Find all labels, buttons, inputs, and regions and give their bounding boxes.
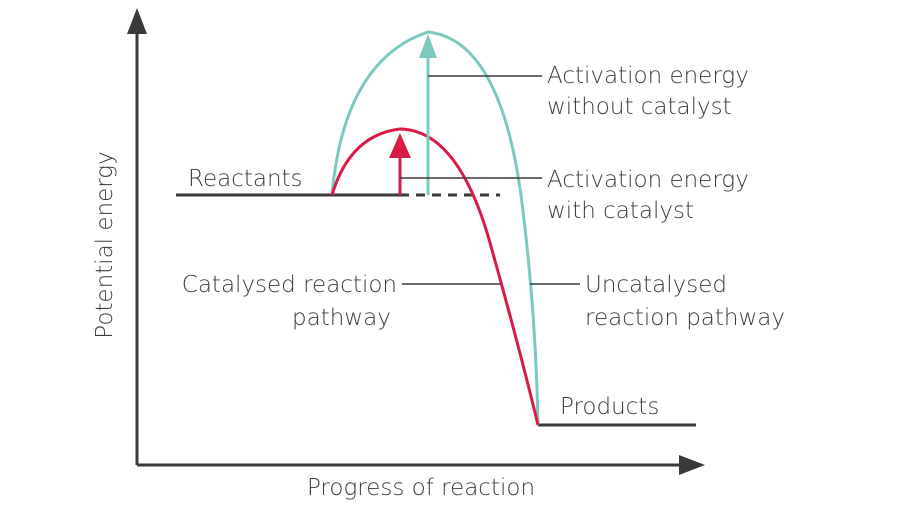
arrow-up-icon bbox=[389, 133, 411, 158]
ea-with-label-line1: Activation energy bbox=[547, 167, 749, 193]
arrow-up-icon bbox=[419, 34, 437, 58]
y-axis-label: Potential energy bbox=[92, 151, 118, 338]
catalysed-ea-arrow bbox=[389, 133, 411, 195]
ea-with-label-line2: with catalyst bbox=[547, 198, 694, 224]
uncatalysed-ea-arrow bbox=[419, 34, 437, 195]
catalysed-pathway-curve bbox=[330, 127, 540, 426]
catalysed-label-line2: pathway bbox=[292, 305, 391, 331]
ea-without-label-line1: Activation energy bbox=[547, 63, 749, 89]
uncatalysed-label-line2: reaction pathway bbox=[585, 305, 785, 331]
uncatalysed-pathway-curve bbox=[330, 30, 540, 426]
x-axis-label: Progress of reaction bbox=[307, 475, 535, 501]
reactants-label: Reactants bbox=[188, 166, 303, 192]
y-axis-arrowhead-icon bbox=[127, 8, 147, 34]
ea-without-label-line2: without catalyst bbox=[547, 94, 732, 120]
uncatalysed-label-line1: Uncatalysed bbox=[585, 272, 727, 298]
products-label: Products bbox=[560, 394, 659, 420]
axes bbox=[127, 8, 705, 475]
x-axis-arrowhead-icon bbox=[679, 455, 705, 475]
catalysed-label-line1: Catalysed reaction bbox=[182, 272, 397, 298]
